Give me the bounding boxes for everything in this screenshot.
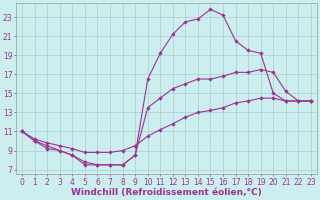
- X-axis label: Windchill (Refroidissement éolien,°C): Windchill (Refroidissement éolien,°C): [71, 188, 262, 197]
